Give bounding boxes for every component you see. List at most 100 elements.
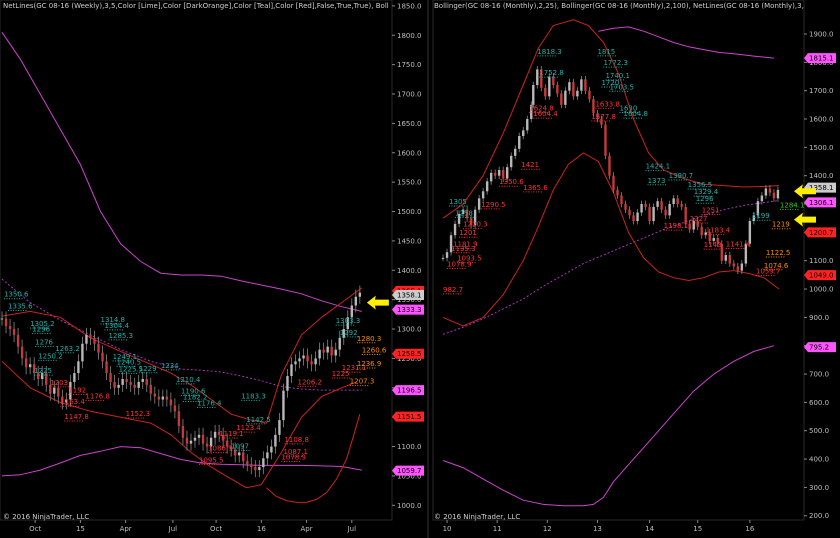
- net-line-label: 1181.9: [453, 241, 478, 249]
- candle-body: [600, 119, 603, 125]
- net-line-label: 1305: [449, 198, 467, 206]
- net-line-label: 1183.3: [241, 392, 266, 400]
- net-line-label: 1329.4: [694, 188, 719, 196]
- left-chart-panel[interactable]: NetLines(GC 08-16 (Weekly),3,5,Color [Li…: [0, 0, 425, 538]
- candle-body: [330, 346, 333, 356]
- net-line-label: 1815: [597, 48, 615, 56]
- y-tick-label: 1900.0: [809, 31, 834, 39]
- candle-body: [201, 434, 205, 444]
- net-line-label: 1280.3: [357, 335, 382, 343]
- candle-body: [181, 425, 185, 438]
- candle-body: [772, 192, 776, 199]
- candle-body: [481, 191, 485, 199]
- candle-body: [692, 221, 695, 230]
- net-line-label: 1740.1: [605, 72, 630, 80]
- candle-body: [453, 223, 457, 236]
- candle-body: [246, 461, 249, 465]
- weekly-chart[interactable]: NetLines(GC 08-16 (Weekly),3,5,Color [Li…: [0, 0, 425, 538]
- candle-body: [580, 79, 583, 91]
- candle-body: [680, 204, 683, 207]
- y-tick-label: 1000.0: [809, 286, 834, 294]
- net-line-label: 1240.5: [117, 358, 142, 366]
- candle-body: [350, 305, 353, 318]
- candle-body: [628, 209, 631, 216]
- candle-body: [636, 212, 639, 222]
- candle-body: [165, 396, 169, 400]
- candle-body: [346, 317, 349, 330]
- candle-body: [652, 206, 655, 222]
- candle-body: [290, 364, 293, 377]
- candle-body: [608, 155, 611, 176]
- candle-body: [740, 263, 744, 271]
- price-badge-label: 1049.0: [809, 272, 834, 280]
- net-line-label: 1206.2: [298, 378, 323, 386]
- candle-body: [445, 252, 449, 258]
- candle-body: [506, 167, 509, 179]
- net-line-label: 1373: [648, 177, 666, 185]
- x-tick-label: Apr: [120, 525, 132, 533]
- candle-body: [696, 221, 699, 227]
- net-line-label: 1236.9: [357, 360, 382, 368]
- net-line-label: 1097: [231, 442, 249, 450]
- candle-body: [526, 119, 529, 131]
- candle-body: [354, 296, 358, 306]
- net-line-label: 1251: [702, 207, 720, 215]
- x-tick-label: 12: [543, 525, 552, 533]
- candle-body: [318, 349, 321, 359]
- candle-body: [644, 204, 647, 207]
- candle-body: [93, 337, 96, 344]
- net-line-label: 1210.4: [176, 376, 201, 384]
- net-line-label: 1303.3: [336, 317, 361, 325]
- price-badge: [804, 270, 836, 281]
- series-red-curve-bottom: [266, 414, 361, 503]
- candle-body: [322, 349, 325, 353]
- candle-body: [0, 318, 4, 320]
- x-tick-label: 14: [645, 525, 654, 533]
- candle-body: [49, 384, 52, 394]
- candle-body: [584, 79, 587, 91]
- net-line-label: 1424.1: [646, 163, 671, 171]
- net-line-label: 1152.3: [126, 410, 150, 418]
- price-badge-label: 1358.1: [397, 291, 422, 299]
- right-chart-panel[interactable]: Bollinger(GC 08-16 (Monthly),2,25), Boll…: [431, 0, 840, 538]
- candle-body: [576, 90, 579, 97]
- net-line-label: 1119.1: [219, 430, 244, 438]
- net-line-label: 1633.8: [595, 100, 620, 108]
- plot-frame: [0, 0, 393, 521]
- candle-body: [732, 263, 736, 267]
- net-line-label: 1207.3: [350, 378, 375, 386]
- candle-body: [28, 364, 32, 368]
- price-badge-label: 1196.5: [397, 387, 422, 395]
- monthly-chart[interactable]: Bollinger(GC 08-16 (Monthly),2,25), Boll…: [431, 0, 840, 538]
- y-tick-label: 900.0: [809, 314, 829, 322]
- candle-body: [197, 434, 201, 438]
- candle-body: [4, 318, 8, 327]
- net-line-label: 1093.5: [457, 255, 482, 263]
- net-line-label: 1199: [752, 212, 770, 220]
- x-tick-label: Apr: [301, 525, 313, 533]
- net-line-label: 1720: [601, 79, 619, 87]
- candle-body: [572, 82, 575, 97]
- price-badge: [392, 411, 424, 422]
- y-tick-label: 1850.0: [397, 2, 422, 10]
- candle-body: [752, 215, 756, 222]
- candle-body: [32, 364, 36, 374]
- candle-body: [298, 358, 301, 362]
- price-badge: [804, 227, 836, 238]
- net-line-label: 1356.5: [688, 181, 713, 189]
- candle-body: [514, 148, 517, 156]
- candle-body: [700, 226, 703, 236]
- candle-body: [229, 446, 233, 450]
- series-magenta-upper: [1, 32, 362, 312]
- candle-body: [306, 355, 309, 362]
- candle-body: [552, 76, 555, 86]
- x-tick-label: Jul: [168, 525, 178, 533]
- y-tick-label: 1400.0: [397, 267, 422, 275]
- candle-body: [664, 209, 667, 216]
- net-line-label: 1201: [459, 229, 477, 237]
- candle-body: [768, 188, 772, 193]
- candle-body: [73, 373, 76, 382]
- panel-divider[interactable]: [427, 0, 429, 538]
- candle-body: [310, 361, 313, 365]
- y-tick-label: 1800.0: [397, 32, 422, 40]
